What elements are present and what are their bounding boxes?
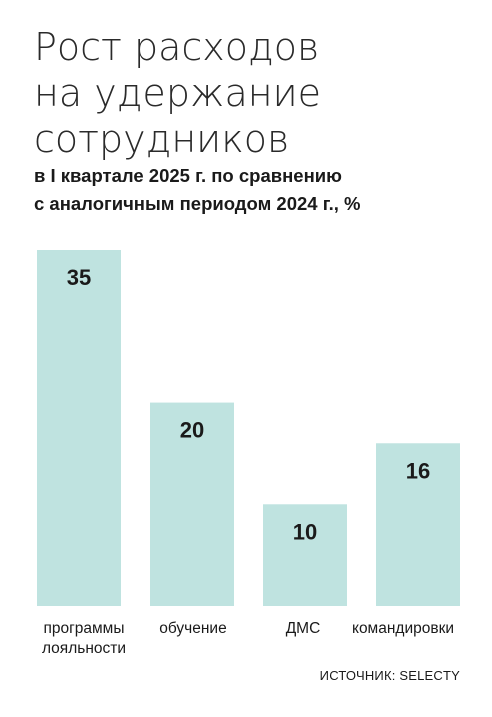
chart-title-line: на удержание (34, 71, 321, 115)
category-label: обучение (159, 620, 226, 637)
bar-1 (37, 250, 121, 606)
chart-subtitle: в I квартале 2025 г. по сравнению с анал… (34, 162, 474, 218)
bar-value-label: 35 (67, 265, 91, 290)
bar-2 (150, 402, 234, 606)
category-label: ДМС (286, 620, 321, 637)
bar-value-label: 16 (406, 458, 430, 483)
chart-title-line: сотрудников (34, 117, 290, 161)
source-note: ИСТОЧНИК: SELECTY (319, 668, 460, 683)
bar-3 (263, 504, 347, 606)
bar-4 (376, 443, 460, 606)
chart-title-line: Рост расходов (34, 25, 320, 69)
bar-value-label: 20 (180, 418, 204, 443)
category-label: программы лояльности (42, 620, 126, 657)
bar-value-label: 10 (293, 519, 317, 544)
category-label: командировки (352, 620, 454, 637)
chart-subtitle-line: с аналогичным периодом 2024 г., % (34, 193, 361, 214)
chart-subtitle-line: в I квартале 2025 г. по сравнению (34, 165, 342, 186)
chart-title: Рост расходов на удержание сотрудников (34, 24, 474, 162)
